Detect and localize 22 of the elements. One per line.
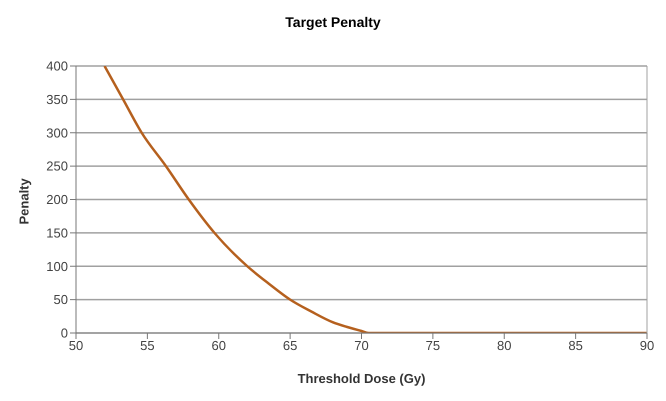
x-tick-label: 85 [568, 338, 583, 354]
x-tick-label: 65 [282, 338, 298, 354]
x-tick-label: 90 [640, 338, 654, 354]
x-tick-label: 75 [426, 338, 440, 354]
x-tick-label: 70 [354, 338, 369, 354]
y-tick-label: 400 [46, 58, 68, 74]
chart-title: Target Penalty [284, 13, 382, 32]
y-tick-label: 0 [60, 326, 68, 341]
y-tick-label: 150 [46, 225, 68, 240]
y-axis-title: Penalty [16, 177, 32, 224]
x-tick-label: 50 [68, 338, 84, 354]
y-tick-label: 200 [46, 192, 68, 208]
y-tick-label: 250 [46, 158, 68, 174]
y-tick-label: 350 [46, 92, 68, 107]
x-tick-label: 55 [140, 338, 155, 354]
y-tick-label: 300 [46, 125, 68, 140]
x-tick-label: 60 [212, 338, 226, 354]
y-tick-label: 50 [54, 292, 68, 308]
x-axis-title: Threshold Dose (Gy) [298, 371, 426, 386]
x-tick-label: 80 [497, 338, 512, 354]
y-tick-label: 100 [46, 258, 68, 274]
line-series [103, 66, 647, 333]
